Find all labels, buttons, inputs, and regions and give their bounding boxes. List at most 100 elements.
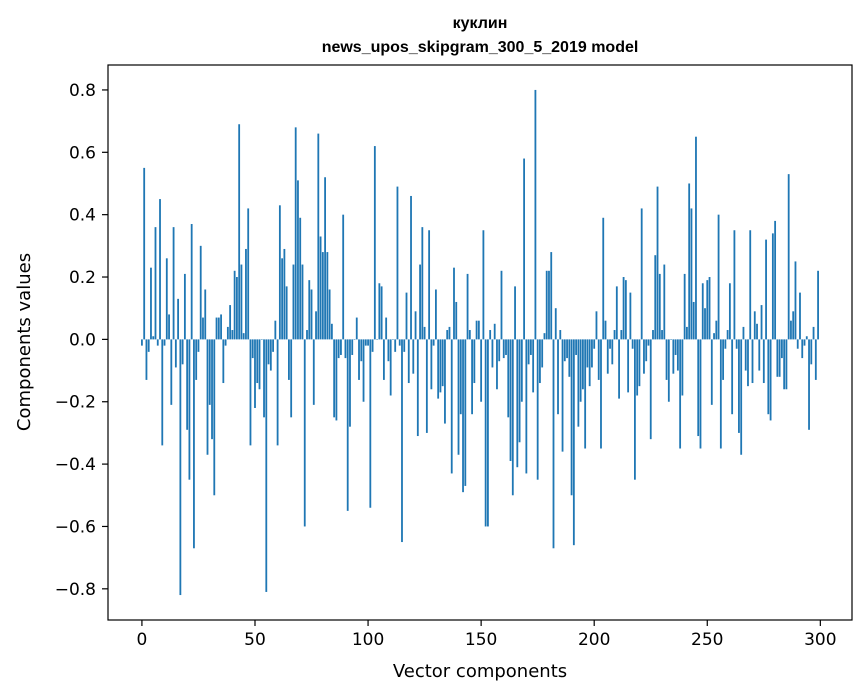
bar — [382, 339, 385, 380]
bar — [317, 133, 320, 340]
bar — [753, 311, 756, 340]
bar — [224, 339, 227, 346]
bar — [692, 301, 695, 340]
bar — [722, 339, 725, 380]
bar — [152, 336, 155, 340]
bar — [159, 199, 161, 340]
bar — [787, 174, 790, 340]
bar — [559, 330, 562, 340]
bar — [482, 230, 485, 340]
bar — [161, 339, 164, 446]
y-axis-label: Components values — [14, 253, 35, 431]
bar — [765, 239, 767, 340]
bar — [222, 339, 225, 384]
bar — [774, 220, 777, 340]
bar — [645, 339, 648, 362]
bar — [297, 180, 299, 340]
bar — [444, 339, 446, 424]
bar — [636, 339, 639, 396]
bar — [812, 326, 815, 340]
bar — [665, 339, 668, 380]
bar — [256, 339, 259, 384]
bar — [328, 289, 331, 340]
bar — [362, 339, 365, 402]
bar — [439, 339, 442, 393]
bar — [446, 330, 449, 340]
bar — [165, 258, 168, 340]
bar — [229, 305, 232, 340]
bar — [215, 317, 218, 340]
bar — [462, 339, 464, 493]
x-tick-label: 50 — [244, 630, 266, 650]
bar — [799, 292, 801, 340]
bar — [552, 339, 555, 549]
bar — [172, 227, 175, 340]
bar — [367, 339, 369, 346]
x-axis-ticks: 0 50 100 150 200 250 300 — [137, 620, 837, 650]
bar — [453, 267, 455, 340]
bar — [545, 270, 548, 340]
bar — [285, 286, 288, 340]
bar — [609, 339, 611, 349]
bar — [197, 339, 200, 352]
bar — [658, 273, 661, 340]
bar — [423, 326, 426, 340]
bar — [554, 308, 557, 340]
bar — [516, 339, 519, 468]
bar — [511, 339, 514, 496]
bar — [758, 339, 761, 371]
bar — [527, 339, 530, 365]
bar — [145, 339, 148, 380]
bar — [475, 320, 478, 340]
bar — [448, 326, 451, 340]
bar — [622, 277, 625, 340]
bar — [600, 339, 602, 449]
bar — [179, 339, 182, 596]
bar — [572, 339, 575, 546]
bar — [640, 208, 643, 340]
bar — [500, 270, 503, 340]
bar — [491, 339, 494, 368]
bar — [717, 214, 720, 340]
bar — [373, 146, 376, 340]
bar — [697, 339, 700, 437]
bar — [340, 339, 342, 355]
bar — [428, 230, 431, 340]
bar — [534, 89, 537, 340]
bar — [817, 270, 819, 340]
bar — [792, 311, 795, 340]
bar — [419, 264, 421, 340]
bar — [595, 311, 598, 340]
bar — [195, 339, 198, 380]
chart-title-line-2: news_upos_skipgram_300_5_2019 model — [322, 39, 639, 56]
bar — [468, 330, 471, 340]
bar — [767, 339, 770, 415]
bar — [695, 136, 697, 340]
bar — [238, 124, 241, 340]
bar — [396, 186, 399, 340]
bars-group — [141, 89, 819, 596]
bar — [505, 339, 507, 355]
bar — [170, 339, 173, 405]
bar — [810, 339, 813, 365]
bar — [288, 339, 290, 380]
bar — [312, 339, 315, 405]
bar — [308, 280, 311, 340]
bar — [634, 339, 636, 480]
bar — [457, 339, 460, 455]
bar — [654, 255, 657, 340]
bar — [808, 339, 810, 430]
bar — [466, 273, 469, 340]
bar — [188, 339, 191, 480]
bar — [369, 339, 372, 508]
bar — [627, 339, 630, 393]
bar — [147, 339, 150, 352]
plot-area-frame — [107, 64, 853, 621]
y-tick-label: −0.8 — [55, 580, 96, 600]
bar — [371, 339, 374, 352]
bar — [543, 333, 546, 340]
bar — [502, 339, 505, 359]
bar — [206, 339, 209, 455]
bar — [163, 339, 166, 346]
bar — [615, 286, 618, 340]
